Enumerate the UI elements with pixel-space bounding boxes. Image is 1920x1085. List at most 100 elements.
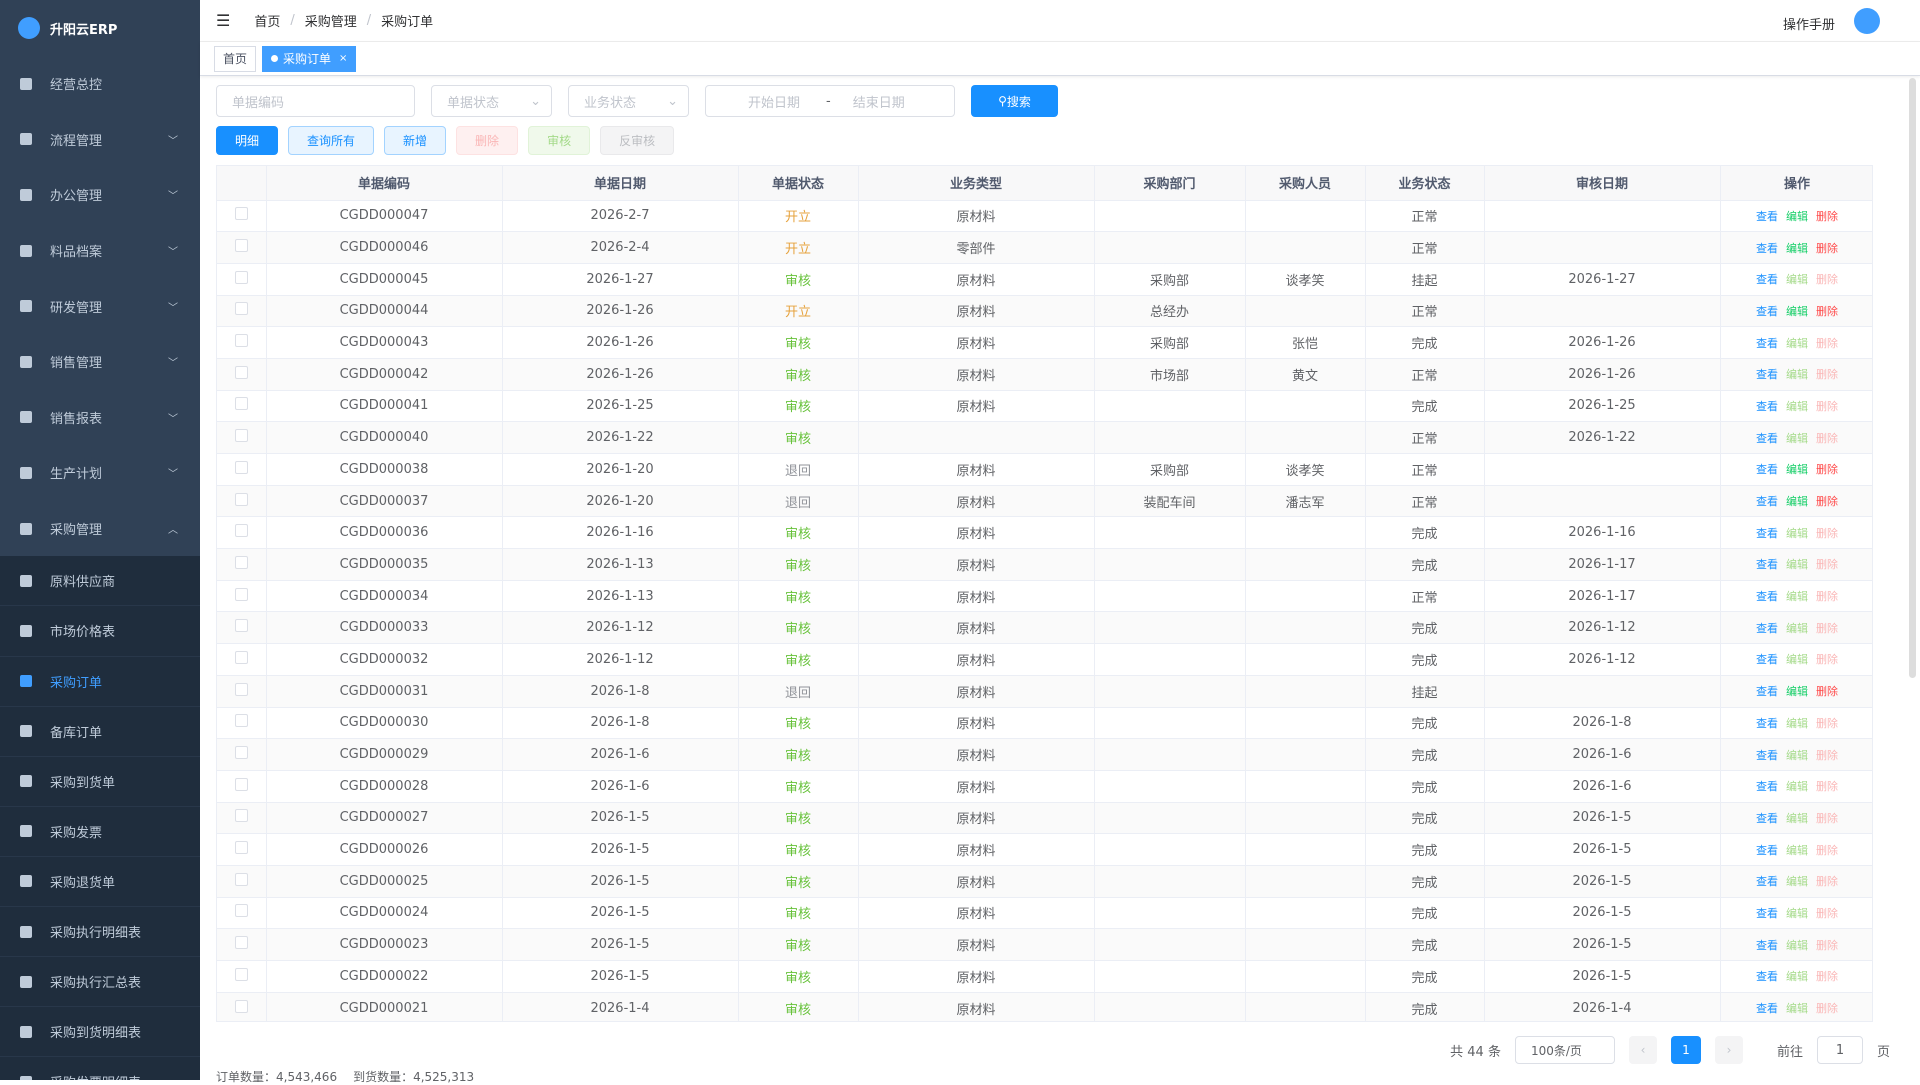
toolbar-button[interactable]: 反审核: [600, 126, 675, 155]
checkbox[interactable]: [234, 619, 248, 633]
action-link[interactable]: 查看: [1756, 811, 1778, 825]
action-link[interactable]: 查看: [1756, 273, 1778, 287]
checkbox[interactable]: [234, 714, 248, 728]
action-link[interactable]: 查看: [1756, 1002, 1778, 1016]
checkbox[interactable]: [234, 397, 248, 411]
checkbox[interactable]: [234, 429, 248, 443]
submenu-item[interactable]: 采购到货明细表: [0, 1007, 200, 1058]
submenu-item[interactable]: 采购到货单: [0, 757, 200, 807]
checkbox[interactable]: [234, 302, 248, 316]
action-link[interactable]: 查看: [1756, 653, 1778, 667]
checkbox[interactable]: [234, 365, 248, 379]
action-link[interactable]: 查看: [1756, 304, 1778, 318]
tab[interactable]: 首页: [214, 45, 257, 72]
search-button[interactable]: ⚲ 搜索: [971, 85, 1058, 117]
manual-link[interactable]: 操作手册: [1782, 18, 1835, 33]
checkbox[interactable]: [234, 492, 248, 506]
doc-status-select[interactable]: 单据状态 ⌄: [431, 85, 552, 117]
action-link[interactable]: 查看: [1756, 241, 1778, 255]
checkbox[interactable]: [234, 334, 248, 348]
submenu-item[interactable]: 市场价格表: [0, 606, 200, 657]
checkbox[interactable]: [234, 524, 248, 538]
checkbox[interactable]: [234, 650, 248, 664]
menu-item[interactable]: 销售报表 ﹀: [0, 390, 200, 446]
action-link[interactable]: 查看: [1756, 368, 1778, 382]
action-link[interactable]: 查看: [1756, 336, 1778, 350]
submenu-item[interactable]: 采购发票: [0, 807, 200, 857]
action-link[interactable]: 编辑: [1786, 685, 1808, 699]
breadcrumb[interactable]: 首页: [254, 15, 281, 30]
menu-item[interactable]: 采购管理 ︿: [0, 501, 200, 557]
checkbox[interactable]: [234, 555, 248, 569]
action-link[interactable]: 查看: [1756, 463, 1778, 477]
action-link[interactable]: 删除: [1816, 495, 1838, 509]
submenu-item[interactable]: 采购订单: [0, 657, 200, 707]
goto-input[interactable]: 1: [1816, 1036, 1863, 1064]
biz-status-select[interactable]: 业务状态 ⌄: [568, 85, 689, 117]
action-link[interactable]: 删除: [1816, 463, 1838, 477]
submenu-item[interactable]: 采购退货单: [0, 857, 200, 907]
action-link[interactable]: 查看: [1756, 843, 1778, 857]
toolbar-button[interactable]: 查询所有: [288, 126, 375, 155]
hamburger[interactable]: ☰: [216, 11, 231, 30]
prev[interactable]: ‹: [1628, 1036, 1657, 1064]
action-link[interactable]: 删除: [1816, 685, 1838, 699]
toolbar-button[interactable]: 审核: [528, 126, 591, 155]
action-link[interactable]: 编辑: [1786, 241, 1808, 255]
toolbar-button[interactable]: 明细: [216, 126, 279, 155]
action-link[interactable]: 编辑: [1786, 209, 1808, 223]
checkbox[interactable]: [234, 872, 248, 886]
tab-close[interactable]: ×: [339, 53, 348, 64]
submenu-item[interactable]: 采购发票明细表: [0, 1057, 200, 1080]
submenu-item[interactable]: 采购执行汇总表: [0, 957, 200, 1008]
checkbox[interactable]: [234, 904, 248, 918]
action-link[interactable]: 查看: [1756, 748, 1778, 762]
action-link[interactable]: 查看: [1756, 970, 1778, 984]
submenu-item[interactable]: 原料供应商: [0, 556, 200, 607]
menu-item[interactable]: 生产计划 ﹀: [0, 445, 200, 501]
action-link[interactable]: 删除: [1816, 241, 1838, 255]
checkbox[interactable]: [234, 936, 248, 950]
submenu-item[interactable]: 采购执行明细表: [0, 907, 200, 958]
next[interactable]: ›: [1714, 1036, 1743, 1064]
checkbox[interactable]: [234, 777, 248, 791]
action-link[interactable]: 查看: [1756, 431, 1778, 445]
scrollbar[interactable]: [1909, 78, 1916, 678]
date-range[interactable]: 开始日期 - 结束日期: [705, 85, 955, 117]
tab[interactable]: 采购订单 ×: [262, 45, 357, 72]
menu-item[interactable]: 料品档案 ﹀: [0, 223, 200, 279]
checkbox[interactable]: [234, 841, 248, 855]
toolbar-button[interactable]: 删除: [456, 126, 519, 155]
page-number[interactable]: 1: [1670, 1036, 1701, 1064]
action-link[interactable]: 查看: [1756, 558, 1778, 572]
checkbox[interactable]: [234, 270, 248, 284]
page-size[interactable]: 100条/页: [1514, 1036, 1615, 1064]
action-link[interactable]: 查看: [1756, 685, 1778, 699]
submenu-item[interactable]: 备库订单: [0, 707, 200, 757]
menu-item[interactable]: 销售管理 ﹀: [0, 334, 200, 390]
action-link[interactable]: 编辑: [1786, 495, 1808, 509]
menu-item[interactable]: 办公管理 ﹀: [0, 167, 200, 223]
action-link[interactable]: 编辑: [1786, 463, 1808, 477]
action-link[interactable]: 删除: [1816, 304, 1838, 318]
menu-item[interactable]: 流程管理 ﹀: [0, 112, 200, 168]
checkbox[interactable]: [234, 967, 248, 981]
action-link[interactable]: 查看: [1756, 716, 1778, 730]
action-link[interactable]: 查看: [1756, 526, 1778, 540]
action-link[interactable]: 查看: [1756, 906, 1778, 920]
action-link[interactable]: 查看: [1756, 780, 1778, 794]
action-link[interactable]: 查看: [1756, 621, 1778, 635]
action-link[interactable]: 查看: [1756, 399, 1778, 413]
checkbox[interactable]: [234, 746, 248, 760]
action-link[interactable]: 查看: [1756, 495, 1778, 509]
action-link[interactable]: 删除: [1816, 209, 1838, 223]
checkbox[interactable]: [234, 999, 248, 1013]
action-link[interactable]: 查看: [1756, 209, 1778, 223]
action-link[interactable]: 查看: [1756, 938, 1778, 952]
checkbox[interactable]: [234, 239, 248, 253]
action-link[interactable]: 查看: [1756, 875, 1778, 889]
checkbox[interactable]: [234, 207, 248, 221]
checkbox[interactable]: [234, 682, 248, 696]
breadcrumb[interactable]: 采购管理: [304, 15, 357, 30]
avatar[interactable]: [1854, 8, 1880, 34]
